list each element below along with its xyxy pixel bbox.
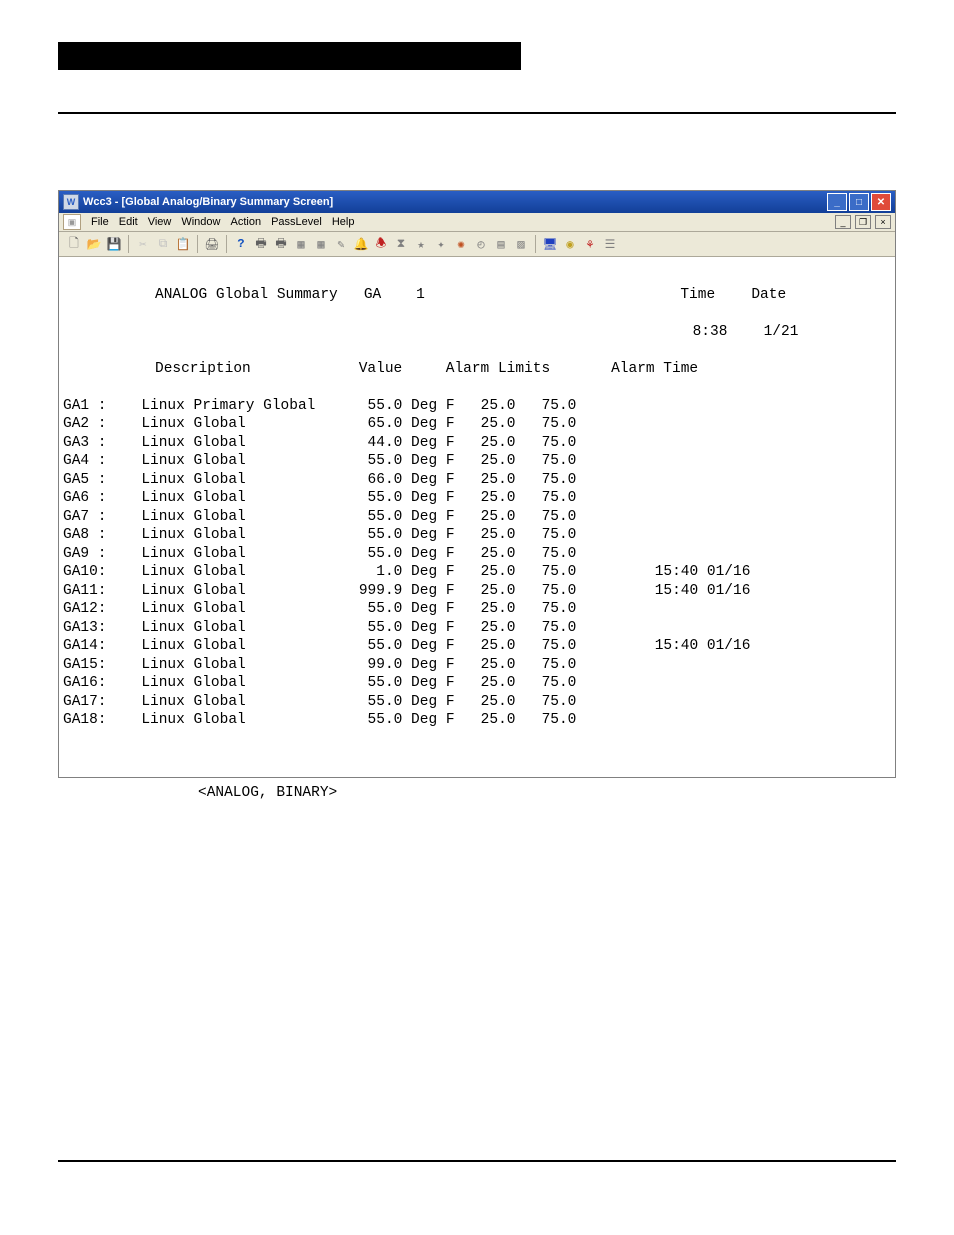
menu-window[interactable]: Window [181,216,220,228]
printer2-icon[interactable]: 🖶 [272,235,290,253]
window-title: Wcc3 - [Global Analog/Binary Summary Scr… [83,196,333,208]
hourglass-icon[interactable]: ⧗ [392,235,410,253]
table-row: GA8 : Linux Global 55.0 Deg F 25.0 75.0 [63,526,891,545]
table-row: GA13: Linux Global 55.0 Deg F 25.0 75.0 [63,619,891,638]
table-row: GA14: Linux Global 55.0 Deg F 25.0 75.0 … [63,637,891,656]
titlebar: W Wcc3 - [Global Analog/Binary Summary S… [59,191,895,213]
menu-action[interactable]: Action [230,216,261,228]
table-row: GA10: Linux Global 1.0 Deg F 25.0 75.0 1… [63,563,891,582]
divider-bottom [58,1160,896,1162]
window-controls: _ □ ✕ [827,193,891,211]
titlebar-left: W Wcc3 - [Global Analog/Binary Summary S… [63,194,333,210]
table-row: GA5 : Linux Global 66.0 Deg F 25.0 75.0 [63,471,891,490]
maximize-button[interactable]: □ [849,193,869,211]
table-row: GA9 : Linux Global 55.0 Deg F 25.0 75.0 [63,545,891,564]
edit-icon[interactable]: ✎ [332,235,350,253]
tree-icon[interactable]: ☰ [601,235,619,253]
table-row: GA18: Linux Global 55.0 Deg F 25.0 75.0 [63,711,891,730]
mdi-close-button[interactable]: × [875,215,891,229]
column-headers: DescriptionValue Alarm Limits Alarm Time [63,360,891,379]
menubar: ▣ File Edit View Window Action PassLevel… [59,213,895,232]
printer1-icon[interactable]: 🖶 [252,235,270,253]
doc1-icon[interactable]: ▦ [292,235,310,253]
copy-icon[interactable]: ⧉ [154,235,172,253]
divider-top [58,112,896,114]
table-row: GA17: Linux Global 55.0 Deg F 25.0 75.0 [63,693,891,712]
bell-icon[interactable]: 🔔 [352,235,370,253]
minimize-button[interactable]: _ [827,193,847,211]
table-row: GA6 : Linux Global 55.0 Deg F 25.0 75.0 [63,489,891,508]
clock-icon[interactable]: ◴ [472,235,490,253]
new-icon[interactable]: 🗋 [65,235,83,253]
table-row: GA12: Linux Global 55.0 Deg F 25.0 75.0 [63,600,891,619]
save-icon[interactable]: 💾 [105,235,123,253]
image-icon[interactable]: ▨ [512,235,530,253]
print-icon[interactable]: 🖨 [203,235,221,253]
table-row: GA11: Linux Global 999.9 Deg F 25.0 75.0… [63,582,891,601]
chart-icon[interactable]: ⚘ [581,235,599,253]
mdi-controls: _ ❐ × [835,215,891,229]
app-window: W Wcc3 - [Global Analog/Binary Summary S… [58,190,896,778]
menu-file[interactable]: File [91,216,109,228]
table-row: GA15: Linux Global 99.0 Deg F 25.0 75.0 [63,656,891,675]
table-row: GA3 : Linux Global 44.0 Deg F 25.0 75.0 [63,434,891,453]
dot-icon[interactable]: ◉ [561,235,579,253]
data-rows: GA1 : Linux Primary Global 55.0 Deg F 25… [63,397,891,730]
toolbar-separator [226,235,227,253]
mdi-restore-button[interactable]: ❐ [855,215,871,229]
table-row: GA7 : Linux Global 55.0 Deg F 25.0 75.0 [63,508,891,527]
star-icon[interactable]: ★ [412,235,430,253]
page-container: W Wcc3 - [Global Analog/Binary Summary S… [0,0,954,1235]
menu-view[interactable]: View [148,216,172,228]
header-line2: 8:381/21 [63,323,891,342]
menu-edit[interactable]: Edit [119,216,138,228]
paste-icon[interactable]: 📋 [174,235,192,253]
client-area: ANALOG Global Summary GA 1TimeDate 8:381… [59,257,895,777]
toolbar-separator [535,235,536,253]
table-row: GA1 : Linux Primary Global 55.0 Deg F 25… [63,397,891,416]
monitor-icon[interactable]: 🖥 [541,235,559,253]
spark-icon[interactable]: ✦ [432,235,450,253]
table-row: GA16: Linux Global 55.0 Deg F 25.0 75.0 [63,674,891,693]
menubar-left: ▣ File Edit View Window Action PassLevel… [63,214,354,230]
page-icon[interactable]: ▤ [492,235,510,253]
cut-icon[interactable]: ✂ [134,235,152,253]
doc2-icon[interactable]: ▦ [312,235,330,253]
mdi-icon: ▣ [63,214,81,230]
spark2-icon[interactable]: ✺ [452,235,470,253]
table-row: GA2 : Linux Global 65.0 Deg F 25.0 75.0 [63,415,891,434]
menu-passlevel[interactable]: PassLevel [271,216,322,228]
mdi-minimize-button[interactable]: _ [835,215,851,229]
body-token: <ANALOG, BINARY> [198,785,337,801]
redaction-bar [58,42,521,70]
toolbar: 🗋 📂 💾 ✂ ⧉ 📋 🖨 ? 🖶 🖶 ▦ ▦ ✎ 🔔 🕭 ⧗ ★ ✦ ✺ ◴ … [59,232,895,257]
help-icon[interactable]: ? [232,235,250,253]
toolbar-separator [197,235,198,253]
open-icon[interactable]: 📂 [85,235,103,253]
menu-help[interactable]: Help [332,216,355,228]
bell2-icon[interactable]: 🕭 [372,235,390,253]
toolbar-separator [128,235,129,253]
app-icon: W [63,194,79,210]
header-line1: ANALOG Global Summary GA 1TimeDate [63,286,891,305]
close-button[interactable]: ✕ [871,193,891,211]
table-row: GA4 : Linux Global 55.0 Deg F 25.0 75.0 [63,452,891,471]
